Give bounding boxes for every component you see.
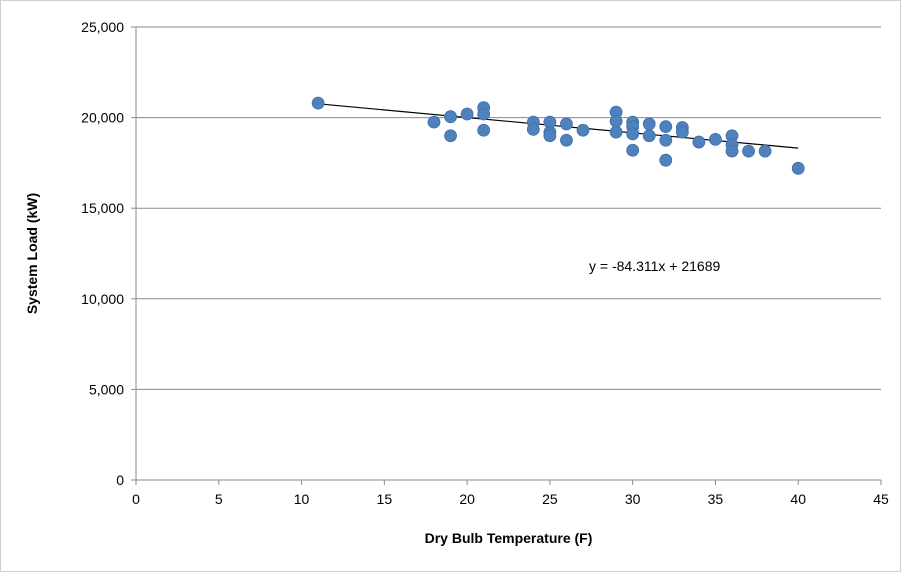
data-point	[791, 161, 805, 175]
x-axis-title: Dry Bulb Temperature (F)	[425, 530, 593, 546]
data-point	[460, 107, 474, 121]
x-tick-label: 35	[708, 491, 724, 507]
x-tick-label: 0	[132, 491, 140, 507]
data-point	[659, 153, 673, 167]
x-tick-label: 5	[215, 491, 223, 507]
tick-labels: 0 5,000 10,000 15,000 20,000 25,000 0 5 10 15 20 25…	[81, 19, 889, 507]
y-tick-label: 5,000	[89, 381, 124, 397]
data-point	[659, 120, 673, 134]
gridlines	[136, 26, 881, 390]
x-tick-label: 30	[625, 491, 641, 507]
data-point	[427, 115, 441, 129]
x-tick-label: 45	[873, 491, 889, 507]
data-point	[477, 107, 491, 121]
data-point	[543, 129, 557, 143]
data-point	[675, 125, 689, 139]
data-point	[758, 144, 772, 158]
data-point	[609, 125, 623, 139]
y-tick-label: 20,000	[81, 110, 124, 126]
data-point	[609, 114, 623, 128]
trendline-equation: y = -84.311x + 21689	[589, 258, 720, 274]
x-tick-label: 20	[459, 491, 475, 507]
data-point	[642, 129, 656, 143]
y-tick-label: 0	[116, 472, 124, 488]
data-point	[659, 133, 673, 147]
x-tick-label: 10	[294, 491, 310, 507]
data-point	[692, 135, 706, 149]
x-tick-label: 25	[542, 491, 558, 507]
data-points	[311, 96, 805, 175]
y-axis-title: System Load (kW)	[24, 193, 40, 314]
trendline-layer	[318, 103, 799, 149]
y-tick-label: 25,000	[81, 19, 124, 35]
y-tick-label: 15,000	[81, 200, 124, 216]
x-tick-label: 15	[377, 491, 393, 507]
data-point	[560, 133, 573, 147]
data-point	[444, 110, 457, 124]
axes	[131, 26, 882, 485]
data-point	[725, 144, 739, 158]
data-point	[560, 117, 573, 131]
data-point	[626, 143, 640, 157]
data-point	[444, 129, 457, 143]
data-point	[709, 132, 722, 146]
data-point	[626, 127, 640, 141]
data-point	[642, 117, 656, 131]
data-point	[477, 123, 491, 137]
y-tick-label: 10,000	[81, 291, 124, 307]
x-tick-label: 40	[790, 491, 806, 507]
data-point	[742, 144, 755, 158]
data-point	[576, 123, 590, 137]
data-point	[311, 96, 325, 110]
trendline	[318, 103, 799, 149]
data-point	[526, 122, 540, 136]
